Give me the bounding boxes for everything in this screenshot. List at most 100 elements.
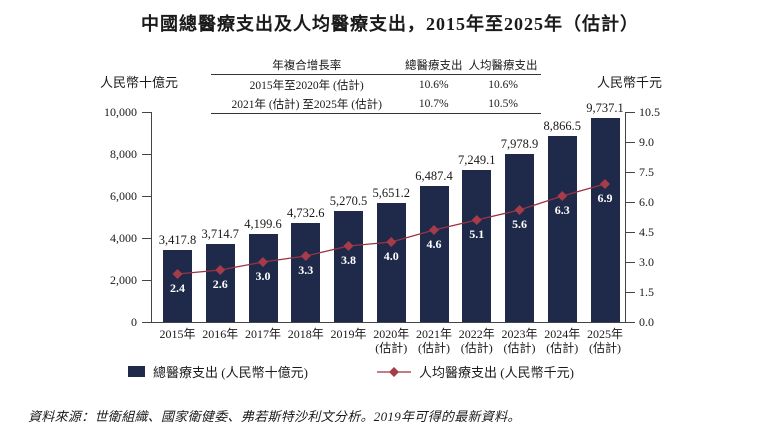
left-axis-tick-label: 4,000 [110, 231, 137, 245]
cagr-table-row: 2021年 (估計) 至2025年 (估計) 10.7% 10.5% [211, 94, 541, 114]
right-axis-tick [626, 112, 635, 113]
cagr-total-2: 10.7% [418, 97, 449, 110]
bar-value-label: 5,270.5 [329, 194, 368, 209]
cagr-table-row: 2015年至2020年 (估計) 10.6% 10.6% [211, 75, 541, 95]
right-axis-tick-label: 1.5 [639, 285, 654, 299]
x-axis-label-note: (估計) [418, 340, 450, 355]
bar [590, 117, 620, 322]
bar [291, 222, 321, 322]
x-axis-label-year: 2021年 [415, 327, 452, 341]
x-axis-line [151, 322, 625, 323]
bar-swatch-icon [128, 366, 145, 377]
bar [505, 154, 534, 322]
bar [462, 169, 492, 322]
bar [334, 211, 363, 322]
right-axis-tick-label: 7.5 [639, 165, 654, 179]
x-axis-label-note: (估計) [375, 340, 408, 355]
diamond-marker-icon [514, 205, 525, 215]
cagr-header-metric: 年複合增長率 [272, 59, 342, 72]
bar-value-label: 4,199.6 [244, 216, 282, 231]
source-note: 資料來源：世衛組織、國家衛健委、弗若斯特沙利文分析。2019年可得的最新資料。 [28, 409, 521, 424]
diamond-marker-icon [215, 265, 226, 275]
x-axis-label: 2017年 [237, 327, 289, 342]
line-value-label: 5.1 [469, 227, 485, 241]
bar-value-label: 7,978.9 [500, 137, 539, 152]
cagr-table: 年複合增長率 總醫療支出 人均醫療支出 2015年至2020年 (估計) 10.… [211, 55, 541, 114]
line-value-label: 6.9 [597, 191, 613, 205]
cagr-header-total: 總醫療支出 [405, 59, 463, 72]
line-value-label: 2.6 [212, 277, 228, 291]
bar-value-label: 4,732.6 [287, 205, 325, 220]
bar [547, 135, 577, 322]
x-axis-label: 2019年 [323, 327, 375, 342]
x-axis-label: 2016年 [194, 327, 246, 342]
left-axis-title: 人民幣十億元 [100, 75, 179, 90]
diamond-marker-icon [429, 225, 439, 235]
diamond-marker-icon [557, 191, 568, 201]
x-axis-label: 2020年 (估計) [365, 327, 417, 355]
x-axis-label-year: 2019年 [330, 327, 367, 341]
line-value-label: 4.0 [383, 249, 399, 263]
x-axis-label: 2025年 (估計) [579, 327, 631, 355]
x-axis-label-year: 2024年 [544, 327, 581, 341]
x-axis-label-year: 2025年 [586, 327, 623, 341]
x-axis-label: 2018年 [280, 327, 332, 342]
left-axis-tick [142, 112, 151, 113]
right-axis-tick-label: 9.0 [639, 135, 654, 149]
left-axis-tick [142, 154, 151, 155]
cagr-total-1: 10.6% [418, 78, 449, 91]
x-axis-label: 2022年 (估計) [451, 327, 503, 355]
left-axis-tick-label: 2,000 [110, 273, 137, 287]
cagr-percapita-2: 10.5% [488, 97, 518, 110]
bar-value-label: 3,417.8 [158, 233, 197, 248]
x-axis-label-note: (估計) [589, 340, 621, 355]
bar-value-label: 5,651.2 [372, 186, 411, 201]
line-value-label: 4.6 [426, 237, 442, 251]
diamond-marker-icon [300, 251, 311, 261]
left-axis-tick [142, 238, 151, 239]
line-value-label: 3.0 [255, 269, 271, 283]
x-axis-label: 2015年 [152, 327, 204, 342]
cagr-table-header-row: 年複合增長率 總醫療支出 人均醫療支出 [211, 55, 541, 75]
x-axis-label: 2023年 (估計) [494, 327, 546, 355]
right-axis-tick-label: 10.5 [639, 105, 660, 119]
line-value-label: 5.6 [512, 217, 527, 231]
x-axis-label-year: 2015年 [159, 327, 196, 341]
left-axis-tick-label: 6,000 [110, 189, 137, 203]
cagr-period-1: 2015年至2020年 (估計) [249, 79, 364, 92]
legend-bar-label: 總醫療支出 (人民幣十億元) [153, 365, 308, 380]
diamond-marker-icon [258, 257, 268, 267]
bar [205, 243, 235, 322]
right-axis-tick [626, 142, 635, 143]
right-axis-tick [626, 202, 635, 203]
cagr-period-2: 2021年 (估計) 至2025年 (估計) [231, 98, 382, 111]
bar [419, 185, 449, 322]
line-value-label: 3.8 [341, 253, 356, 267]
x-axis-label-year: 2016年 [202, 327, 239, 341]
bar-value-label: 7,249.1 [458, 152, 496, 167]
right-axis-line [625, 112, 626, 323]
x-axis-label-year: 2017年 [244, 327, 281, 341]
x-axis-label-year: 2018年 [287, 327, 324, 341]
line-value-label: 2.4 [170, 281, 185, 295]
bar-value-label: 9,737.1 [586, 100, 624, 115]
right-axis-tick [626, 322, 635, 323]
right-axis-tick [626, 232, 635, 233]
bar [376, 203, 406, 322]
diamond-marker-icon [343, 241, 354, 251]
bar-value-label: 6,487.4 [415, 168, 453, 183]
left-axis-tick-label: 10,000 [104, 105, 137, 119]
legend-item-total-expenditure: 總醫療支出 (人民幣十億元) [128, 362, 308, 381]
right-axis-tick-label: 3.0 [639, 255, 654, 269]
bar [163, 250, 192, 322]
diamond-marker-icon [386, 237, 397, 247]
diamond-marker-icon [471, 215, 482, 225]
bar-value-label: 3,714.7 [201, 226, 240, 241]
right-axis-tick-label: 0.0 [639, 315, 654, 329]
right-axis-tick-label: 6.0 [639, 195, 654, 209]
x-axis-label-note: (估計) [503, 340, 536, 355]
x-axis-label: 2021年 (估計) [408, 327, 460, 355]
per-capita-line [172, 179, 610, 279]
